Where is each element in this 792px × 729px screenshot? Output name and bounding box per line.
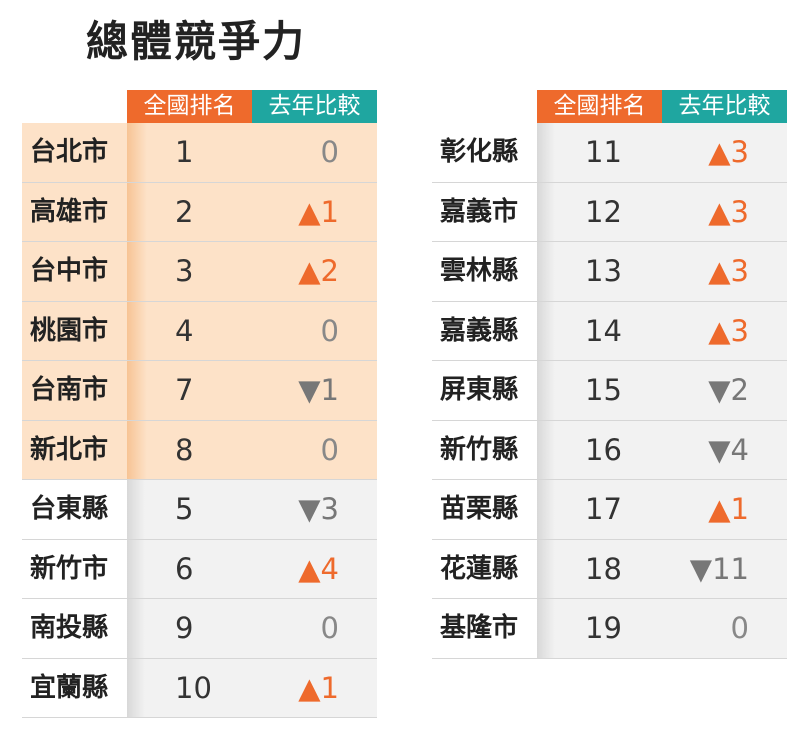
rank-cell: 5 <box>127 480 252 539</box>
rank-cell: 14 <box>537 301 662 360</box>
change-cell: ▲1 <box>252 658 377 717</box>
rank-cell: 16 <box>537 420 662 479</box>
rank-cell: 12 <box>537 182 662 241</box>
rank-cell: 18 <box>537 539 662 598</box>
rank-cell: 7 <box>127 361 252 420</box>
rank-cell: 9 <box>127 599 252 658</box>
rank-cell: 4 <box>127 301 252 360</box>
rank-cell: 3 <box>127 242 252 301</box>
change-cell: ▲3 <box>662 182 787 241</box>
rank-cell: 11 <box>537 123 662 182</box>
table-header: 全國排名 去年比較 <box>127 90 377 123</box>
change-cell: 0 <box>662 599 787 658</box>
header-rank: 全國排名 <box>537 90 662 123</box>
page-title: 總體競爭力 <box>86 17 307 66</box>
county-name: 高雄市 <box>22 182 127 241</box>
ranking-table-right: 全國排名 去年比較 彰化縣 11 ▲3 嘉義市 12 ▲3 雲林縣 13 ▲3 嘉義縣 14 ▲3 屏東… <box>432 90 787 659</box>
table-row: 新竹市 6 ▲4 <box>22 539 377 599</box>
table-row: 雲林縣 13 ▲3 <box>432 242 787 302</box>
table-row: 新竹縣 16 ▼4 <box>432 420 787 480</box>
rank-cell: 10 <box>127 658 252 717</box>
rank-cell: 15 <box>537 361 662 420</box>
table-row: 台北市 1 0 <box>22 123 377 183</box>
table-row: 台南市 7 ▼1 <box>22 361 377 421</box>
table-row: 嘉義縣 14 ▲3 <box>432 301 787 361</box>
change-cell: ▼1 <box>252 361 377 420</box>
change-cell: 0 <box>252 420 377 479</box>
change-cell: ▲1 <box>662 480 787 539</box>
county-name: 宜蘭縣 <box>30 672 109 703</box>
county-name: 台北市 <box>22 123 127 182</box>
county-name: 桃園市 <box>22 301 127 360</box>
change-cell: ▼3 <box>252 480 377 539</box>
change-cell: ▲3 <box>662 123 787 182</box>
table-row: 新北市 8 0 <box>22 420 377 480</box>
table-row: 花蓮縣 18 ▼11 <box>432 539 787 599</box>
table-row: 苗栗縣 17 ▲1 <box>432 480 787 540</box>
county-name: 南投縣 <box>30 613 109 643</box>
header-change: 去年比較 <box>252 90 377 123</box>
table-row: 台東縣 5 ▼3 <box>22 480 377 540</box>
county-name: 嘉義縣 <box>440 315 519 346</box>
rank-cell: 8 <box>127 420 252 479</box>
change-cell: ▲4 <box>252 539 377 598</box>
county-name: 基隆市 <box>440 613 519 643</box>
table-row: 彰化縣 11 ▲3 <box>432 123 787 183</box>
change-cell: 0 <box>252 599 377 658</box>
table-row: 南投縣 9 0 <box>22 599 377 659</box>
county-name: 嘉義市 <box>440 196 519 227</box>
table-row: 高雄市 2 ▲1 <box>22 182 377 242</box>
rank-cell: 6 <box>127 539 252 598</box>
county-name: 苗栗縣 <box>440 494 519 524</box>
change-cell: ▲3 <box>662 242 787 301</box>
rank-cell: 13 <box>537 242 662 301</box>
county-name: 彰化縣 <box>440 137 519 167</box>
change-cell: ▲1 <box>252 182 377 241</box>
header-change: 去年比較 <box>662 90 787 123</box>
county-name: 新北市 <box>22 420 127 479</box>
change-cell: ▼11 <box>662 539 787 598</box>
change-cell: 0 <box>252 301 377 360</box>
change-cell: ▼4 <box>662 420 787 479</box>
county-name: 台東縣 <box>30 494 109 524</box>
rank-cell: 1 <box>127 123 252 182</box>
county-name: 台中市 <box>22 242 127 301</box>
table-row: 屏東縣 15 ▼2 <box>432 361 787 421</box>
county-name: 新竹縣 <box>440 434 519 465</box>
table-row: 宜蘭縣 10 ▲1 <box>22 658 377 718</box>
county-name: 新竹市 <box>30 553 109 584</box>
county-name: 花蓮縣 <box>440 553 519 584</box>
rank-cell: 19 <box>537 599 662 658</box>
county-name: 雲林縣 <box>440 256 519 286</box>
change-cell: ▲3 <box>662 301 787 360</box>
table-row: 基隆市 19 0 <box>432 599 787 659</box>
change-cell: ▲2 <box>252 242 377 301</box>
county-name: 屏東縣 <box>440 375 519 405</box>
header-rank: 全國排名 <box>127 90 252 123</box>
rank-cell: 2 <box>127 182 252 241</box>
table-header: 全國排名 去年比較 <box>537 90 787 123</box>
table-row: 嘉義市 12 ▲3 <box>432 182 787 242</box>
rank-cell: 17 <box>537 480 662 539</box>
change-cell: ▼2 <box>662 361 787 420</box>
table-row: 台中市 3 ▲2 <box>22 242 377 302</box>
county-name: 台南市 <box>22 361 127 420</box>
ranking-table-left: 全國排名 去年比較 台北市 1 0 高雄市 2 ▲1 台中市 3 ▲2 桃園市 4 0 台南市 7 ▼1 新北… <box>22 90 377 718</box>
change-cell: 0 <box>252 123 377 182</box>
table-row: 桃園市 4 0 <box>22 301 377 361</box>
